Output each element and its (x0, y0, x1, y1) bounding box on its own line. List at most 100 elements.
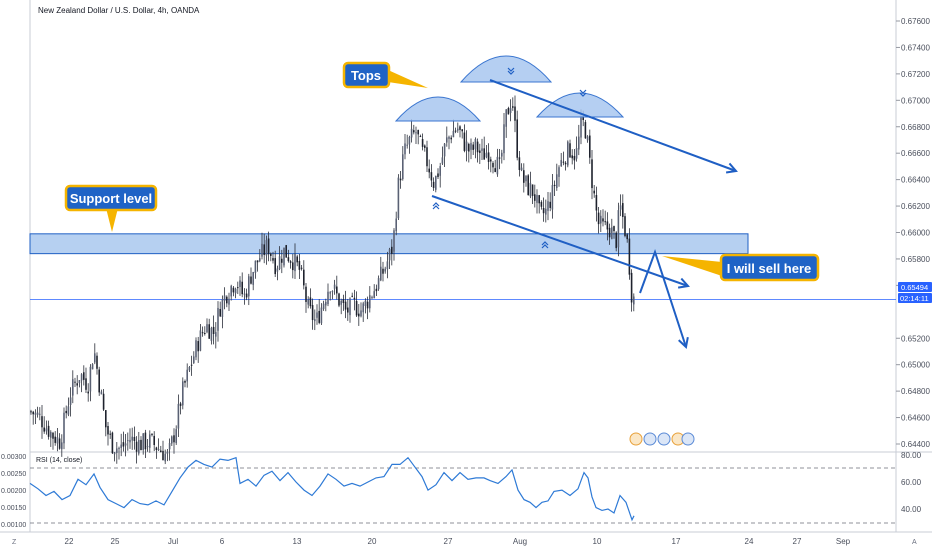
candle-body (331, 291, 334, 293)
candle-body (188, 366, 191, 371)
projection-path (639, 248, 687, 348)
candle-body (296, 256, 298, 263)
rsi-pane[interactable] (30, 452, 896, 532)
candle-body (606, 221, 609, 230)
candle-body (85, 378, 87, 390)
candle-body (553, 184, 556, 187)
candle-body (525, 175, 527, 182)
candle-body (113, 452, 116, 455)
candle-body (492, 162, 494, 168)
support-label: Support level (70, 191, 152, 206)
left-tick-label: 0.00250 (1, 471, 26, 478)
candle-body (160, 450, 162, 453)
candle-body (617, 210, 620, 248)
candle-body (265, 240, 268, 256)
candle-body (397, 177, 400, 219)
candle-body (562, 161, 565, 163)
candle-body (586, 136, 589, 141)
candle-body (597, 212, 600, 225)
candle-body (619, 205, 622, 210)
candle-body (149, 434, 151, 448)
countdown-label: 02:14:11 (900, 294, 929, 303)
candle-body (201, 332, 204, 334)
candle-body (234, 288, 237, 294)
candle-body (450, 137, 452, 140)
candle-body (305, 286, 307, 302)
last-price-label: 0.65494 (901, 283, 928, 292)
candle-body (316, 312, 318, 318)
candle-body (289, 261, 292, 263)
candle-body (600, 215, 602, 224)
chevron-stroke (541, 241, 549, 246)
candle-body (628, 238, 631, 275)
left-tick-label: 0.00200 (1, 488, 26, 495)
candle-body (270, 253, 272, 256)
candle-body (287, 257, 290, 262)
chevron-up-icon (432, 202, 440, 210)
chevron-down-icon (507, 67, 515, 75)
candle-body (483, 148, 485, 160)
candle-body (446, 137, 448, 143)
time-tick-label: 25 (111, 537, 120, 546)
candle-body (549, 201, 551, 208)
price-tick-label: 0.67400 (901, 43, 930, 52)
left-tick-label: 0.00300 (1, 454, 26, 461)
support-callout[interactable]: Support level (64, 184, 158, 232)
sell-callout[interactable]: I will sell here (662, 253, 820, 282)
candle-body (338, 293, 340, 306)
candle-body (278, 256, 281, 270)
sell-label: I will sell here (727, 261, 812, 276)
candle-body (47, 425, 50, 437)
candle-body (144, 432, 147, 450)
candle-body (584, 122, 587, 139)
price-tick-label: 0.65200 (901, 334, 930, 343)
candle-body (206, 324, 208, 333)
candle-body (56, 437, 59, 444)
candle-body (116, 448, 118, 454)
candle-body (184, 381, 186, 383)
candle-body (531, 184, 534, 196)
candle-body (382, 268, 384, 274)
candle-body (241, 281, 243, 295)
price-pane[interactable] (30, 0, 896, 452)
candle-body (556, 174, 558, 189)
candle-body (384, 268, 386, 272)
candle-body (375, 288, 378, 292)
candle-body (364, 300, 367, 307)
tops-callout[interactable]: Tops (342, 61, 428, 89)
price-series (30, 95, 635, 465)
candle-body (193, 356, 195, 363)
candle-body (34, 412, 37, 415)
countdown-badge (898, 293, 932, 303)
candle-body (538, 195, 540, 204)
candle-body (120, 444, 122, 449)
candle-body (463, 132, 466, 151)
candle-body (307, 299, 309, 305)
candle-body (102, 393, 105, 410)
candle-body (507, 108, 510, 115)
candle-body (65, 410, 67, 414)
candle-body (371, 297, 373, 299)
chevron-stroke (541, 244, 549, 249)
price-tick-label: 0.67200 (901, 70, 930, 79)
candle-body (80, 374, 83, 381)
candle-body (230, 285, 232, 297)
candle-body (303, 269, 305, 286)
candle-body (611, 227, 613, 240)
candle-body (100, 391, 103, 395)
time-tick-label: 22 (65, 537, 74, 546)
candle-body (410, 128, 413, 138)
chevron-stroke (579, 89, 587, 94)
candle-body (215, 332, 217, 337)
candle-body (208, 324, 210, 339)
candle-body (615, 232, 617, 249)
candle-body (105, 410, 107, 428)
candle-body (602, 218, 604, 222)
event-icons[interactable] (629, 432, 695, 446)
candle-body (404, 143, 406, 155)
corner-right-label[interactable]: A (912, 539, 917, 546)
candle-body (501, 152, 503, 157)
candle-body (432, 181, 435, 188)
